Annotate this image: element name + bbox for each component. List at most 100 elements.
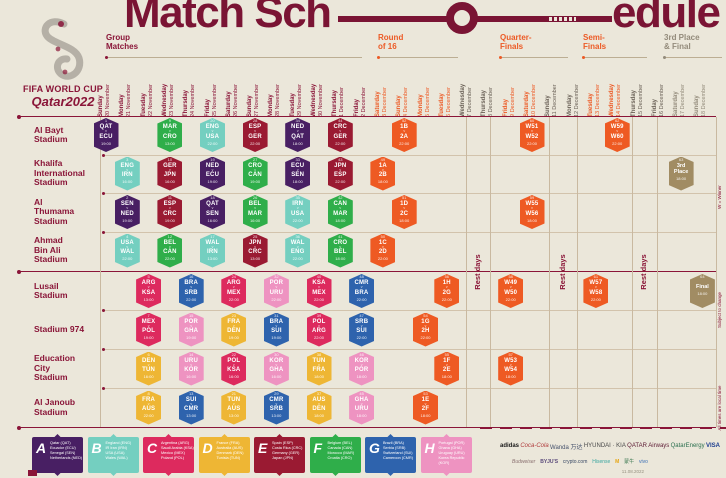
- match-number: 19: [210, 156, 215, 162]
- away-team-code: W54: [504, 367, 518, 373]
- away-team-code: 2H: [421, 328, 430, 334]
- away-team-code: QAT: [291, 133, 305, 140]
- date-day: Sunday: [98, 95, 104, 117]
- match-number: 18: [210, 195, 215, 200]
- row-divider-major: [19, 427, 716, 428]
- away-team-code: KOR: [184, 367, 199, 373]
- sponsor-logo: adidas: [500, 443, 520, 449]
- versus-separator: v: [254, 206, 256, 210]
- away-team-code: 2G: [442, 289, 451, 296]
- date-value: 21 November: [126, 83, 133, 117]
- date-label: Saturday 10 December: [524, 55, 540, 117]
- match-badge: 53 1E v 2F 18:00: [413, 390, 438, 425]
- match-badge: 8 FRA v AUS 22:00: [136, 390, 162, 425]
- home-team-code: AUS: [312, 396, 326, 403]
- legend-team-list: Brazil (BRA) Serbia (SRB) Switzerland (S…: [383, 441, 413, 460]
- versus-separator: v: [296, 244, 299, 249]
- match-badge: 52 1B v 2A 22:00: [391, 118, 417, 152]
- match-badge: 41 CRO v BEL 18:00: [327, 233, 353, 268]
- phase-header-2: Round of 16: [378, 33, 404, 51]
- date-label: Friday 16 December: [652, 55, 668, 117]
- match-number: 60: [529, 118, 535, 123]
- match-badge: 19 NED v ECU 19:00: [200, 156, 225, 191]
- away-team-code: W56: [525, 210, 539, 217]
- date-day: Wednesday: [311, 83, 317, 117]
- away-team-code: ARG: [312, 328, 326, 334]
- match-time: 18:00: [335, 217, 346, 223]
- versus-separator: v: [318, 285, 320, 289]
- row-divider-dot: [102, 387, 105, 390]
- date-day: Saturday: [225, 91, 232, 117]
- versus-separator: v: [211, 244, 214, 249]
- home-team-code: 1E: [421, 396, 430, 403]
- match-badge: 29 CMR v SRB 13:00: [263, 390, 289, 425]
- match-number: 49: [380, 156, 386, 162]
- legend-group-G: G Brazil (BRA) Serbia (SRB) Switzerland (…: [365, 437, 416, 473]
- versus-separator: v: [254, 167, 256, 172]
- match-number: 30: [274, 351, 279, 357]
- qatar-2022-wordmark: Qatar2022: [31, 94, 95, 109]
- versus-separator: v: [126, 244, 129, 249]
- home-team-code: ESP: [163, 201, 177, 207]
- version-date: 11.08.2022: [621, 469, 644, 474]
- legend-team-list: Portugal (POR) Ghana (GHA) Uruguay (URU)…: [438, 441, 465, 465]
- date-day: Monday: [417, 94, 424, 117]
- match-badge: 62 W59 v W60 22:00: [604, 118, 630, 152]
- match-number: 29: [274, 390, 279, 396]
- match-number: 36: [295, 233, 300, 239]
- away-team-code: 2B: [378, 172, 387, 178]
- match-time: 22:00: [441, 296, 452, 302]
- home-team-code: 1F: [443, 357, 451, 364]
- away-team-code: USA: [205, 133, 220, 140]
- match-time: 19:00: [143, 335, 154, 340]
- versus-separator: v: [169, 244, 171, 249]
- date-value: 26 November: [232, 83, 239, 117]
- match-badge: 60 W51 v W52 22:00: [519, 118, 545, 152]
- date-label: Thursday 1 December: [332, 55, 348, 117]
- rest-days-label: Rest days: [473, 254, 482, 290]
- legend-group-letter: D: [202, 440, 213, 456]
- section-divider: [100, 117, 101, 427]
- away-team-code: MEX: [312, 289, 326, 296]
- legend-team-list: Belgium (BEL) Canada (CAN) Morocco (MAR)…: [327, 441, 355, 460]
- match-number: 52: [401, 118, 407, 123]
- match-number: 44: [338, 118, 343, 123]
- phase-header-line: [378, 57, 458, 58]
- phase-header-dot: [663, 56, 666, 59]
- match-time: 22:00: [612, 140, 623, 146]
- match-badge: 43 JPN v ESP 22:00: [327, 156, 353, 191]
- date-day: Friday: [204, 98, 211, 117]
- match-number: 25: [252, 233, 258, 239]
- match-number: 33: [295, 156, 300, 162]
- versus-separator: v: [211, 129, 214, 133]
- match-time: 22:00: [292, 256, 303, 261]
- date-value: 11 December: [552, 84, 559, 117]
- date-day: Friday: [502, 98, 509, 117]
- rest-days-label: Rest days: [639, 254, 648, 290]
- match-time: 22:00: [292, 217, 303, 223]
- home-team-code: BEL: [248, 201, 262, 207]
- away-team-code: CRC: [248, 249, 262, 255]
- match-badge: 21 TUN v AUS 13:00: [221, 390, 247, 425]
- date-label: Friday 25 November: [205, 55, 221, 117]
- match-number: 54: [423, 312, 428, 318]
- match-number: 2: [126, 195, 129, 200]
- match-badge: 57 W53 v W54 18:00: [498, 351, 524, 386]
- match-time: 18:00: [676, 175, 687, 181]
- match-badge: 59 W55 v W56 18:00: [519, 195, 545, 229]
- row-divider-major: [19, 116, 716, 117]
- sponsor-logo: Budweiser: [512, 458, 536, 465]
- match-time: 18:00: [505, 374, 516, 379]
- away-team-code: GHA: [184, 328, 199, 334]
- legend-group-C: C Argentina (ARG) Saudi Arabia (KSA) Mexi…: [143, 437, 194, 473]
- match-time: 19:00: [271, 335, 282, 340]
- row-divider-minor: [103, 349, 716, 350]
- away-team-code: MEX: [226, 289, 241, 296]
- match-number: 55: [444, 351, 450, 357]
- section-divider: [716, 117, 717, 427]
- match-badge: 24 ARG v MEX 22:00: [221, 274, 247, 308]
- match-badge: 38 TUN v FRA 18:00: [306, 351, 332, 386]
- section-divider: [549, 117, 550, 427]
- date-value: 23 November: [168, 83, 175, 117]
- match-number: 58: [508, 274, 513, 279]
